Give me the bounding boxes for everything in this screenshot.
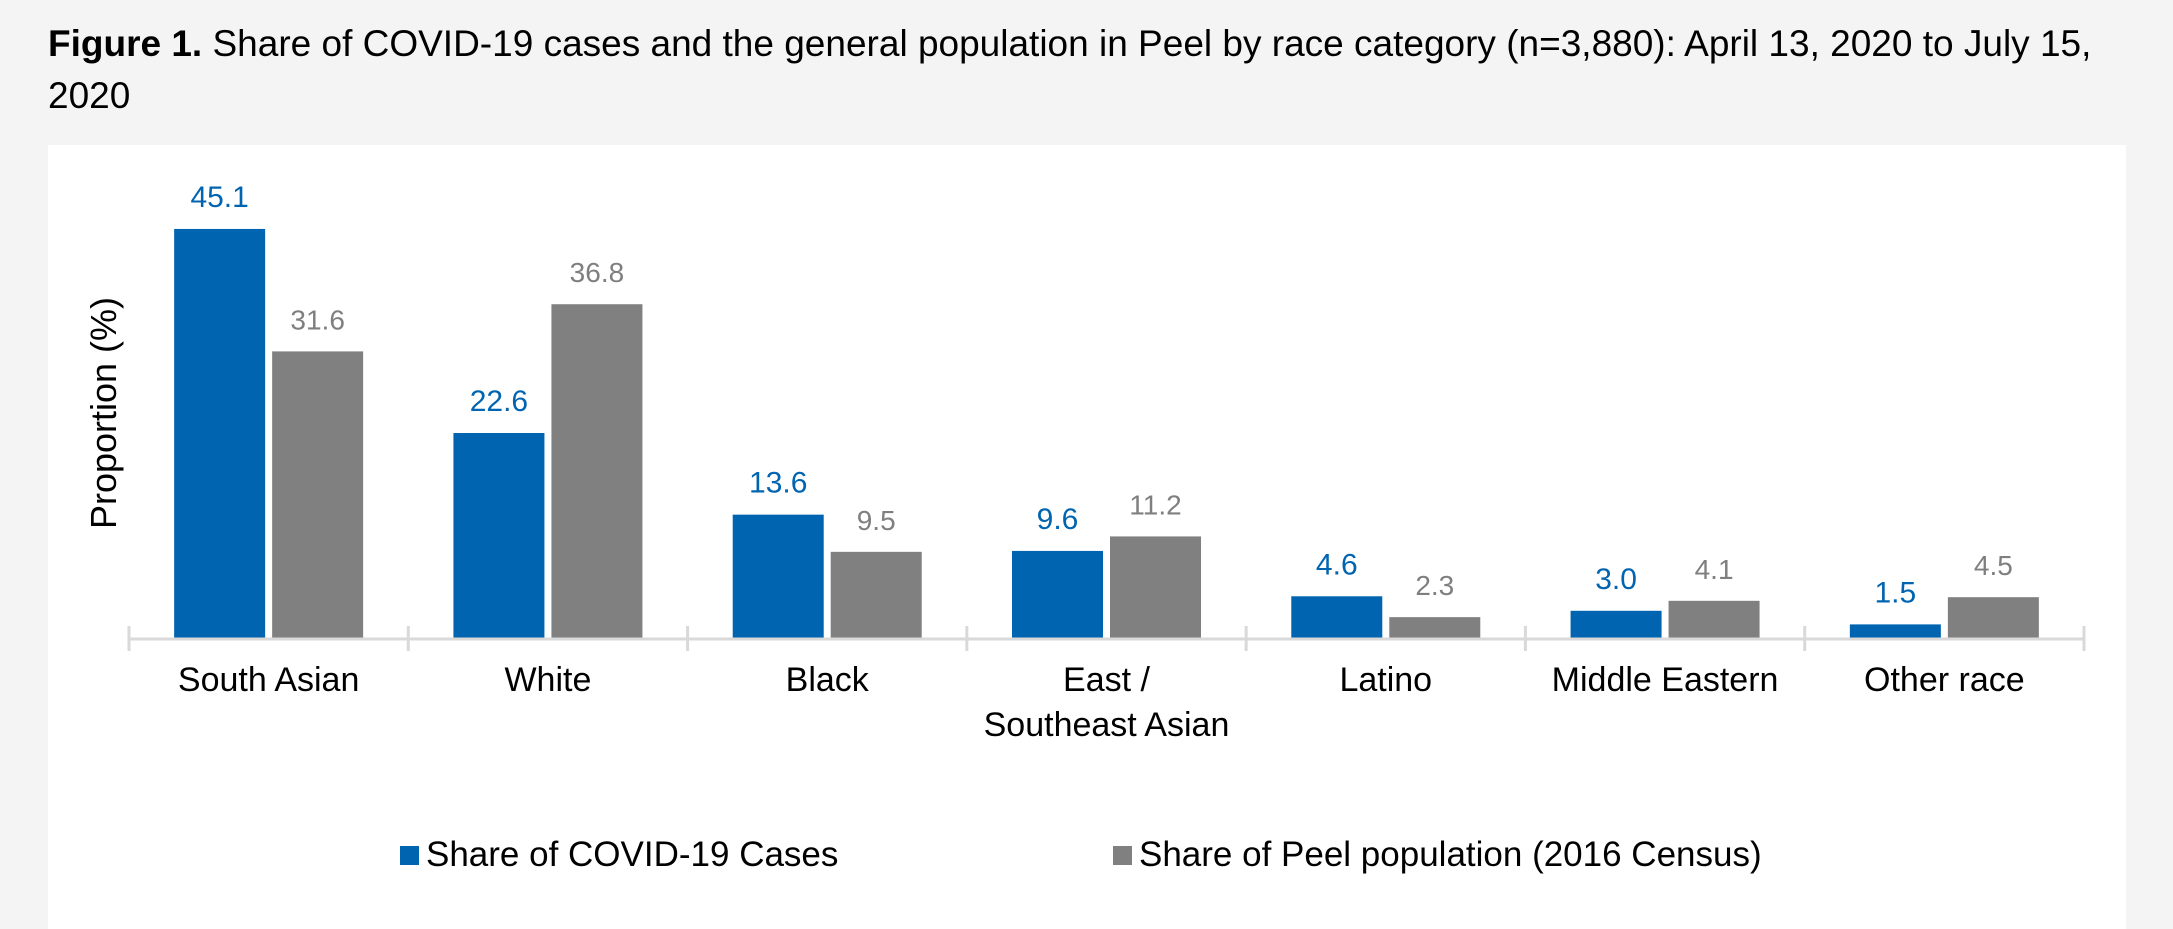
category-label: Black xyxy=(786,661,870,699)
category-labels: South Asian White Black East / Southeast Asi… xyxy=(178,661,2025,744)
bar-peel-population xyxy=(1668,600,1760,638)
bar-peel-population xyxy=(551,304,643,638)
legend-swatch-peel-population xyxy=(1113,846,1132,865)
bar-peel-population xyxy=(1947,597,2039,638)
chart-panel: 45.1 31.6 22.6 36.8 13.6 9.5 9.6 11.2 4.6 2.3 3.0 4… xyxy=(48,145,2126,929)
data-label-covid-cases: 45.1 xyxy=(190,181,248,214)
figure-label: Figure 1. xyxy=(48,23,203,64)
data-label-peel-population: 9.5 xyxy=(857,505,896,536)
bars-group xyxy=(174,228,2039,638)
category-label: Southeast Asian xyxy=(984,706,1230,744)
bar-chart: 45.1 31.6 22.6 36.8 13.6 9.5 9.6 11.2 4.6 2.3 3.0 4… xyxy=(83,181,2086,874)
category-label: South Asian xyxy=(178,661,359,699)
data-label-peel-population: 4.1 xyxy=(1695,554,1734,585)
data-label-peel-population: 2.3 xyxy=(1415,570,1454,601)
category-label: Middle Eastern xyxy=(1552,661,1779,699)
data-label-peel-population: 36.8 xyxy=(570,257,625,288)
bar-covid-cases xyxy=(1012,550,1103,638)
data-label-peel-population: 31.6 xyxy=(290,304,345,335)
bar-peel-population xyxy=(830,551,922,638)
data-label-covid-cases: 3.0 xyxy=(1595,563,1637,596)
y-axis-label: Proportion (%) xyxy=(83,297,124,529)
bar-covid-cases xyxy=(1849,624,1941,638)
bar-peel-population xyxy=(272,351,364,638)
data-label-covid-cases: 13.6 xyxy=(749,467,807,500)
data-label-peel-population: 11.2 xyxy=(1129,489,1181,520)
bar-covid-cases xyxy=(1570,610,1662,638)
data-label-covid-cases: 9.6 xyxy=(1037,503,1079,536)
legend-label-peel-population: Share of Peel population (2016 Census) xyxy=(1139,835,1762,874)
data-label-covid-cases: 4.6 xyxy=(1316,548,1358,581)
data-labels: 45.1 31.6 22.6 36.8 13.6 9.5 9.6 11.2 4.6 2.3 3.0 4… xyxy=(190,181,2012,609)
category-label: East / xyxy=(1063,661,1150,699)
category-label: White xyxy=(504,661,591,699)
x-axis xyxy=(127,626,2086,651)
figure-caption: Share of COVID-19 cases and the general … xyxy=(48,23,2092,116)
data-label-covid-cases: 22.6 xyxy=(470,385,528,418)
category-label: Latino xyxy=(1339,661,1432,699)
figure-title: Figure 1. Share of COVID-19 cases and th… xyxy=(48,18,2128,122)
bar-peel-population xyxy=(1389,617,1481,638)
legend-label-covid-cases: Share of COVID-19 Cases xyxy=(426,835,838,874)
bar-peel-population xyxy=(1110,536,1201,638)
legend: Share of COVID-19 Cases Share of Peel pop… xyxy=(400,835,1762,874)
category-label: Other race xyxy=(1864,661,2025,699)
data-label-peel-population: 4.5 xyxy=(1974,550,2013,581)
bar-covid-cases xyxy=(732,514,824,638)
bar-covid-cases xyxy=(453,433,545,638)
legend-swatch-covid-cases xyxy=(400,846,419,865)
data-label-covid-cases: 1.5 xyxy=(1874,576,1916,609)
bar-covid-cases xyxy=(1291,596,1383,638)
bar-covid-cases xyxy=(174,228,266,638)
